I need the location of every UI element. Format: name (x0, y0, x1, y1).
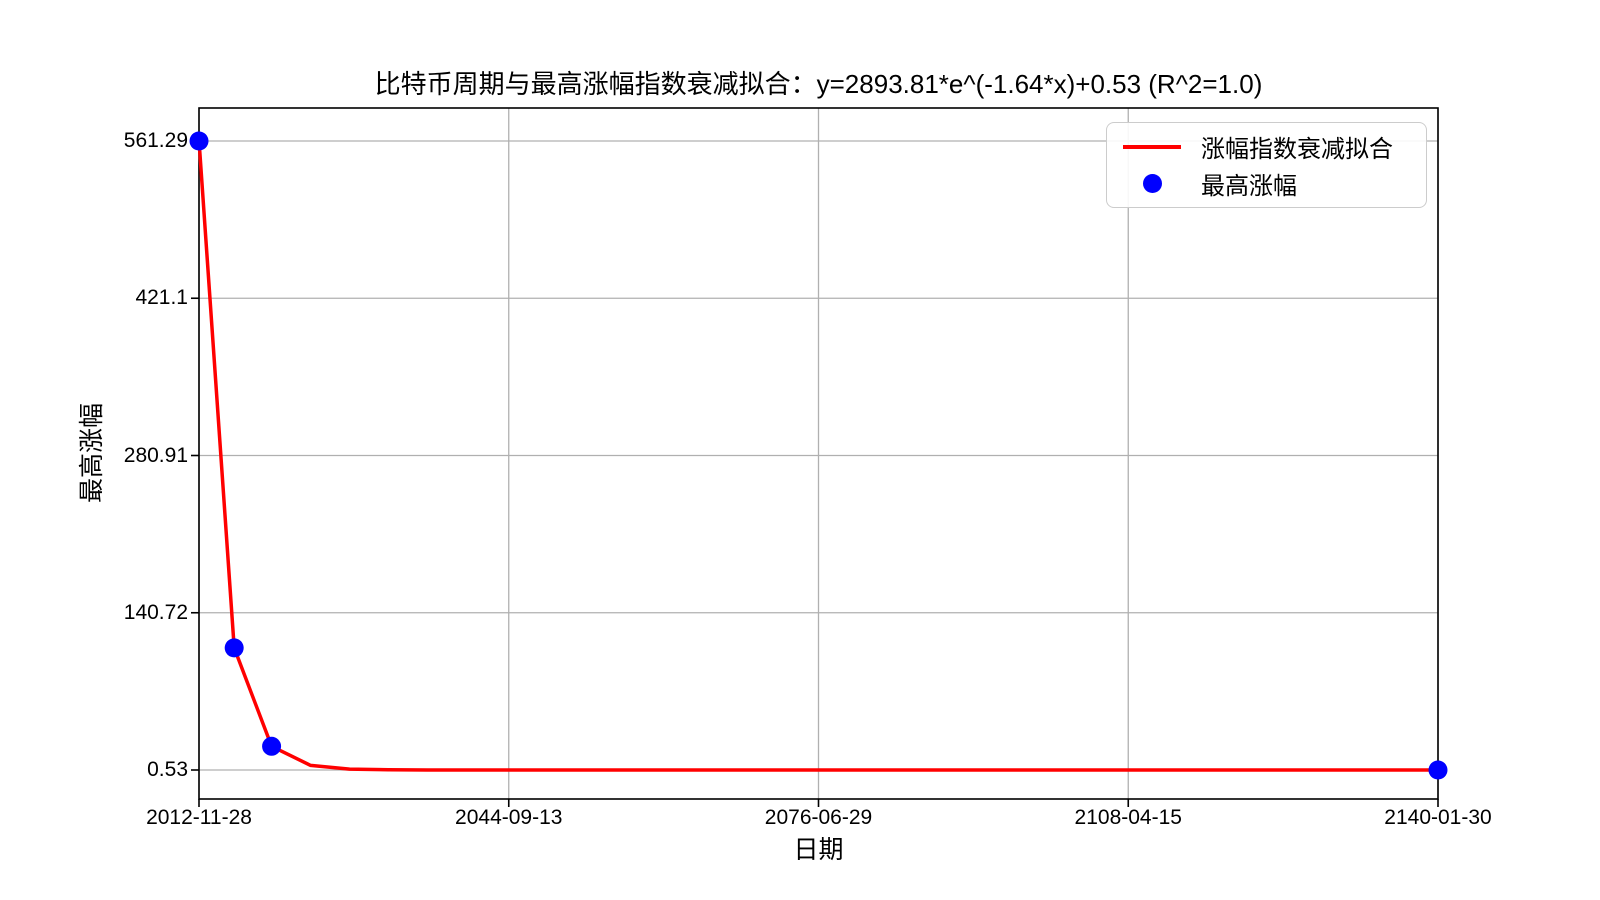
y-axis-label: 最高涨幅 (78, 402, 106, 504)
legend-item-scatter: 最高涨幅 (1113, 166, 1420, 201)
y-tick-label: 421.1 (135, 286, 188, 310)
y-tick-label: 140.72 (123, 600, 188, 624)
x-tick-label: 2140-01-30 (1384, 806, 1492, 829)
data-point (224, 638, 244, 658)
legend-label: 最高涨幅 (1201, 173, 1297, 200)
data-point (262, 736, 282, 756)
data-point (189, 131, 209, 151)
legend-label: 涨幅指数衰减拟合 (1201, 136, 1393, 163)
fit-line (197, 140, 1438, 772)
x-tick-label: 2076-06-29 (764, 806, 873, 829)
data-point (1428, 760, 1448, 780)
legend: 涨幅指数衰减拟合 最高涨幅 (1106, 122, 1427, 208)
blue-dot-icon (1142, 174, 1162, 193)
x-tick-label: 2044-09-13 (455, 806, 563, 829)
legend-marker-box (1113, 174, 1191, 193)
red-line-icon (1123, 144, 1181, 149)
y-tick-label: 280.91 (123, 443, 188, 467)
chart-title: 比特币周期与最高涨幅指数衰减拟合：y=2893.81*e^(-1.64*x)+0… (374, 69, 1263, 99)
legend-marker-box (1113, 144, 1191, 149)
x-tick-label: 2012-11-28 (146, 806, 252, 829)
x-tick-label: 2108-04-15 (1074, 806, 1182, 829)
x-axis-label: 日期 (793, 836, 844, 864)
legend-item-fit: 涨幅指数衰减拟合 (1113, 129, 1420, 164)
y-tick-label: 561.29 (123, 129, 188, 152)
y-tick-label: 0.53 (147, 758, 188, 781)
